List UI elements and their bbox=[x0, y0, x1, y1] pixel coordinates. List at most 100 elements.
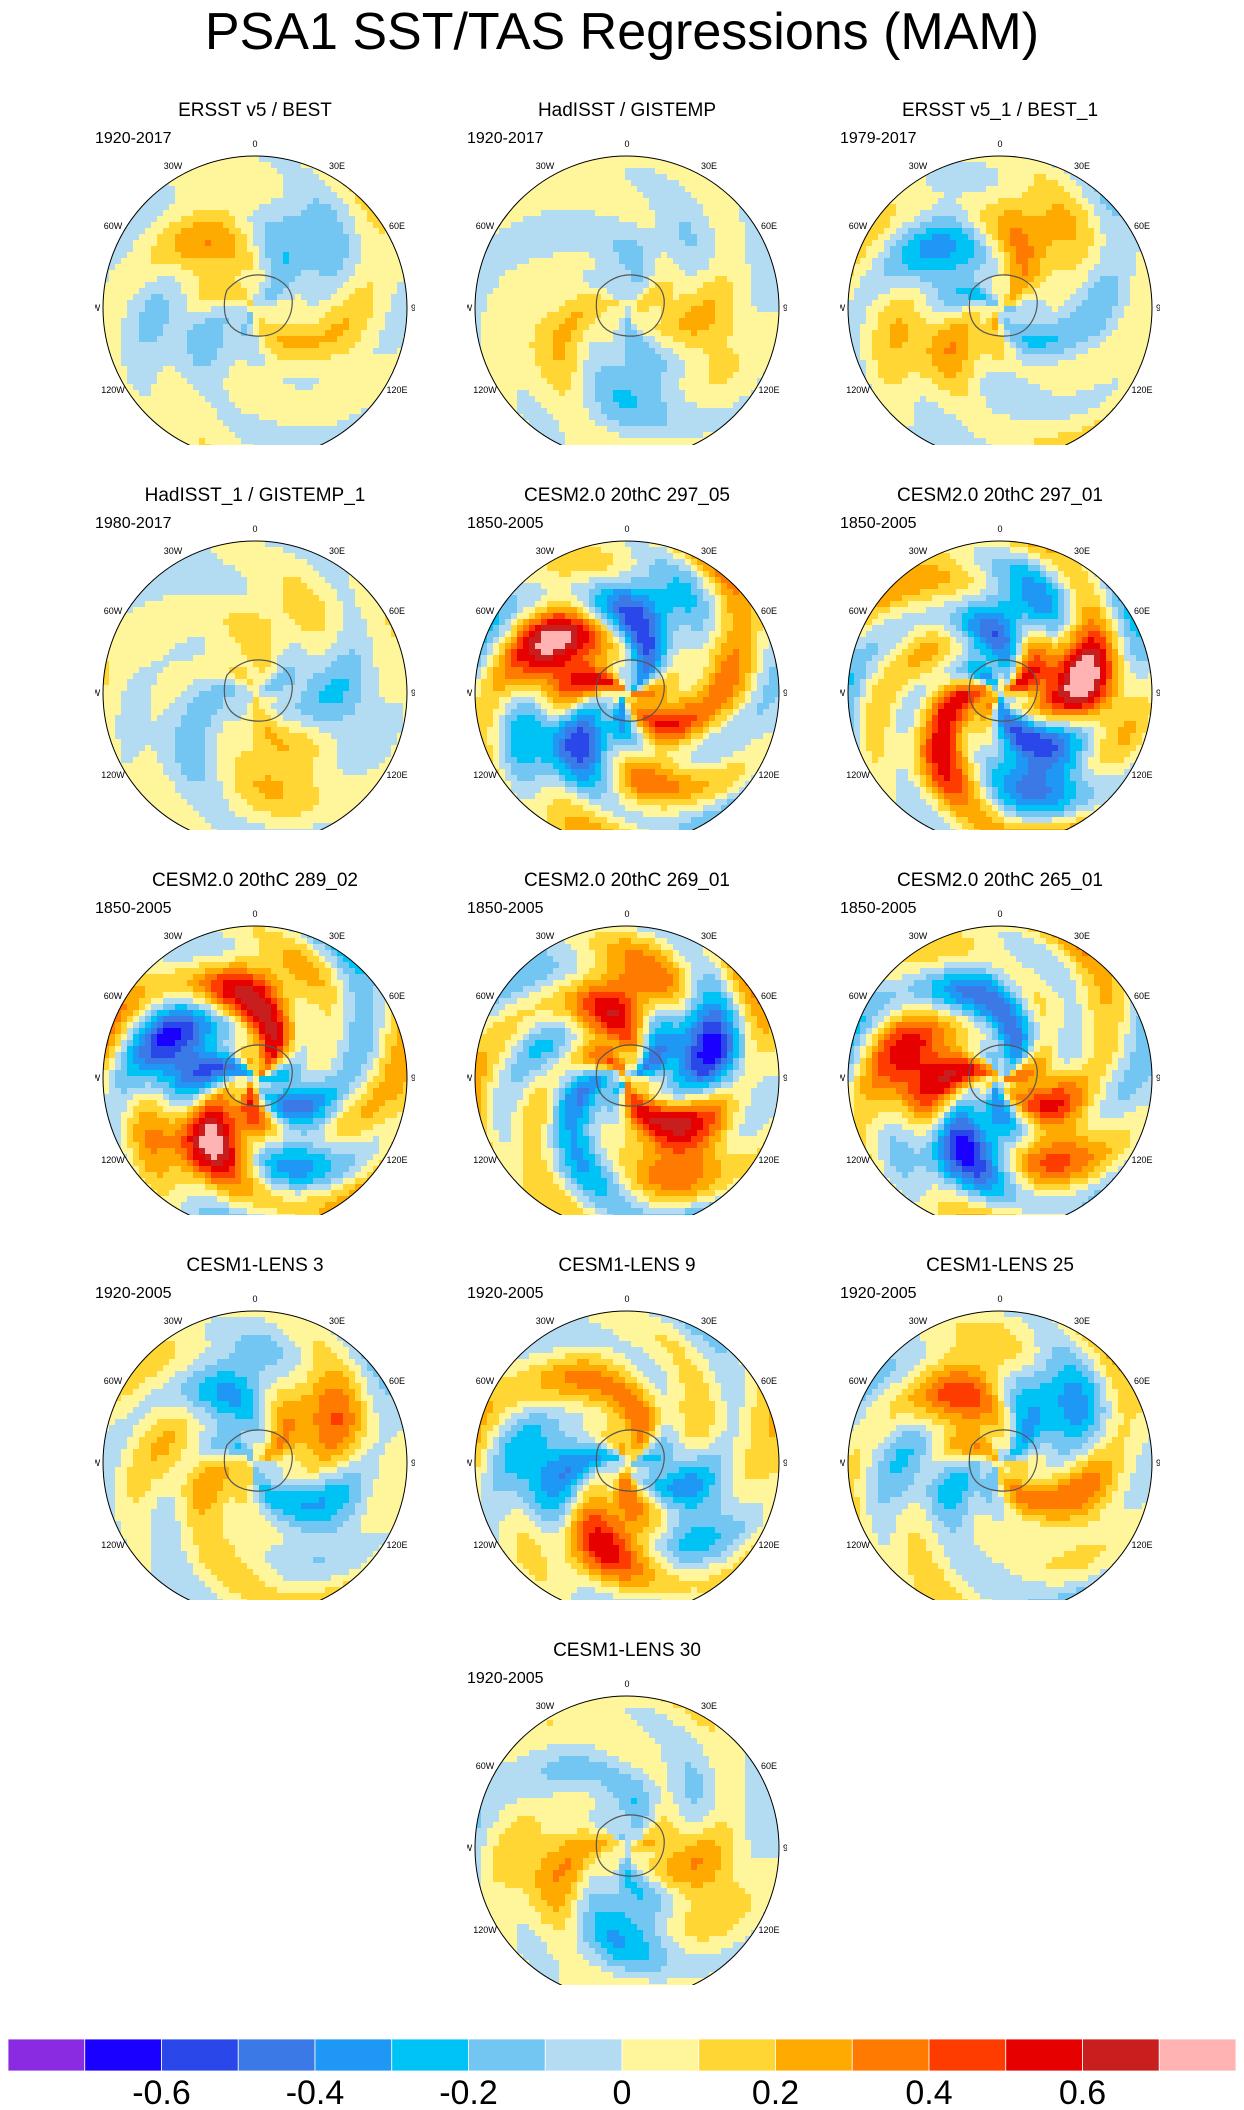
regression-field bbox=[103, 541, 407, 830]
longitude-label: 30E bbox=[701, 161, 717, 171]
coastline bbox=[595, 1044, 665, 1107]
colorbar-swatch bbox=[698, 2038, 776, 2072]
longitude-label: 120E bbox=[1132, 385, 1153, 395]
panel-title: CESM1-LENS 9 bbox=[467, 1255, 787, 1277]
longitude-label: 120E bbox=[759, 385, 780, 395]
longitude-label: 120E bbox=[1132, 1155, 1153, 1165]
longitude-label: 30W bbox=[164, 161, 183, 171]
panel-period: 1920-2017 bbox=[95, 130, 172, 148]
longitude-label: 120W bbox=[101, 770, 125, 780]
colorbar-swatch bbox=[84, 2038, 162, 2072]
polar-map: 030E60E90E120E150E180150W120W90W60W30W bbox=[95, 524, 415, 830]
longitude-label: 60W bbox=[476, 606, 495, 616]
map-border bbox=[474, 1310, 780, 1600]
longitude-label: 120E bbox=[387, 1540, 408, 1550]
longitude-label: 90W bbox=[467, 1458, 473, 1468]
longitude-label: 30W bbox=[909, 161, 928, 171]
longitude-label: 90E bbox=[1156, 1458, 1160, 1468]
coastline bbox=[223, 659, 293, 722]
longitude-label: 30E bbox=[701, 1316, 717, 1326]
map-panel: HadISST / GISTEMP 1920-2017 0 30E 60E 90E 120E… bbox=[467, 100, 787, 445]
map-panel: CESM2.0 20thC 297_01 1850-2005 0 30E 60E 90E 1… bbox=[840, 485, 1160, 830]
colorbar-tick-label: 0.6 bbox=[1059, 2074, 1106, 2110]
colorbar-swatch bbox=[544, 2038, 623, 2072]
longitude-label: 60W bbox=[849, 221, 868, 231]
coastline bbox=[968, 659, 1038, 722]
coastline bbox=[223, 1429, 293, 1492]
longitude-label: 120E bbox=[759, 1540, 780, 1550]
longitude-label: 30E bbox=[1074, 931, 1090, 941]
longitude-label: 120W bbox=[473, 1155, 497, 1165]
longitude-label: 60W bbox=[849, 606, 868, 616]
map-border bbox=[847, 155, 1153, 445]
longitude-label: 60E bbox=[1134, 991, 1150, 1001]
longitude-label: 120W bbox=[101, 1155, 125, 1165]
longitude-label: 30W bbox=[909, 931, 928, 941]
longitude-label: 120W bbox=[473, 1925, 497, 1935]
colorbar-swatch bbox=[161, 2038, 239, 2072]
regression-field bbox=[103, 926, 407, 1215]
longitude-label: 60W bbox=[104, 1376, 123, 1386]
colorbar-swatch bbox=[775, 2038, 853, 2072]
colorbar-swatch bbox=[468, 2038, 546, 2072]
longitude-label: 90E bbox=[411, 1073, 415, 1083]
polar-map: 030E60E90E120E150E180150W120W90W60W30W bbox=[95, 139, 415, 445]
coastline bbox=[595, 274, 665, 337]
longitude-label: 60E bbox=[761, 1376, 777, 1386]
panel-period: 1920-2017 bbox=[467, 130, 544, 148]
panel-title: ERSST v5_1 / BEST_1 bbox=[840, 100, 1160, 122]
longitude-label: 0 bbox=[624, 909, 629, 919]
coastline bbox=[968, 1044, 1038, 1107]
longitude-label: 90W bbox=[95, 1073, 101, 1083]
longitude-label: 90W bbox=[840, 688, 846, 698]
longitude-label: 90E bbox=[1156, 688, 1160, 698]
regression-field bbox=[103, 156, 407, 445]
longitude-label: 60E bbox=[389, 606, 405, 616]
longitude-label: 30W bbox=[164, 931, 183, 941]
map-panel: CESM2.0 20thC 289_02 1850-2005 0 30E 60E 90E 1… bbox=[95, 870, 415, 1215]
map-border bbox=[847, 1310, 1153, 1600]
main-title: PSA1 SST/TAS Regressions (MAM) bbox=[0, 2, 1244, 62]
longitude-label: 90W bbox=[95, 303, 101, 313]
map-border bbox=[474, 540, 780, 830]
panel-period: 1850-2005 bbox=[467, 900, 544, 918]
colorbar-swatch bbox=[621, 2038, 700, 2072]
longitude-label: 30W bbox=[536, 546, 555, 556]
colorbar-swatch bbox=[7, 2038, 86, 2072]
polar-map: 030E60E90E120E150E180150W120W90W60W30W bbox=[467, 524, 787, 830]
regression-field bbox=[475, 926, 779, 1215]
map-border bbox=[102, 1310, 408, 1600]
map-panel: CESM2.0 20thC 297_05 1850-2005 0 30E 60E 90E 1… bbox=[467, 485, 787, 830]
longitude-label: 60W bbox=[476, 1761, 495, 1771]
longitude-label: 120W bbox=[846, 1540, 870, 1550]
longitude-label: 120E bbox=[759, 1155, 780, 1165]
longitude-label: 30W bbox=[536, 931, 555, 941]
colorbar-swatch bbox=[1158, 2038, 1237, 2072]
colorbar-swatch bbox=[391, 2038, 469, 2072]
colorbar-tick-label: -0.4 bbox=[286, 2074, 345, 2110]
longitude-label: 0 bbox=[997, 909, 1002, 919]
colorbar-swatch bbox=[314, 2038, 393, 2072]
longitude-label: 90E bbox=[783, 1073, 787, 1083]
polar-map: 030E60E90E120E150E180150W120W90W60W30W bbox=[95, 1294, 415, 1600]
longitude-label: 90W bbox=[467, 303, 473, 313]
longitude-label: 120E bbox=[759, 770, 780, 780]
longitude-label: 90E bbox=[783, 303, 787, 313]
longitude-label: 30E bbox=[329, 161, 345, 171]
longitude-label: 120W bbox=[846, 1155, 870, 1165]
panel-title: CESM2.0 20thC 297_01 bbox=[840, 485, 1160, 507]
map-panel: CESM2.0 20thC 269_01 1850-2005 0 30E 60E 90E 1… bbox=[467, 870, 787, 1215]
polar-map: 030E60E90E120E150E180150W120W90W60W30W bbox=[467, 909, 787, 1215]
panel-title: CESM1-LENS 30 bbox=[467, 1640, 787, 1662]
coastline bbox=[595, 1429, 665, 1492]
longitude-label: 120E bbox=[387, 770, 408, 780]
map-border bbox=[102, 155, 408, 445]
longitude-label: 0 bbox=[624, 1679, 629, 1689]
panel-title: HadISST / GISTEMP bbox=[467, 100, 787, 122]
polar-map: 030E60E90E120E150E180150W120W90W60W30W bbox=[840, 909, 1160, 1215]
map-panel: CESM1-LENS 301920-2005030E60E90E120E150E… bbox=[467, 1640, 787, 1985]
longitude-label: 90E bbox=[1156, 303, 1160, 313]
longitude-label: 30E bbox=[701, 546, 717, 556]
longitude-label: 0 bbox=[997, 139, 1002, 149]
longitude-label: 120W bbox=[101, 1540, 125, 1550]
